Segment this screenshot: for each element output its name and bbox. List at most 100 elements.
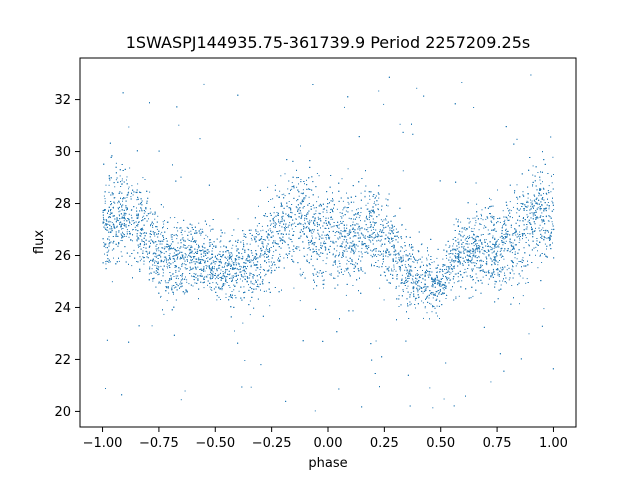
data-point — [237, 218, 239, 220]
data-point — [465, 229, 467, 231]
data-point — [512, 265, 513, 267]
data-point — [499, 221, 501, 223]
data-point — [516, 207, 518, 209]
data-point — [142, 232, 144, 234]
data-point — [376, 256, 378, 257]
data-point — [530, 205, 532, 207]
data-point — [449, 256, 451, 258]
data-point — [233, 275, 235, 277]
data-point — [525, 237, 527, 239]
data-point — [393, 216, 395, 217]
data-point — [400, 267, 401, 269]
data-point — [377, 254, 379, 256]
data-point — [534, 195, 536, 197]
data-point — [208, 267, 210, 269]
data-point — [549, 245, 551, 247]
data-point — [478, 229, 480, 231]
data-point — [418, 274, 420, 276]
data-point — [224, 265, 225, 267]
data-point — [177, 278, 179, 280]
data-point — [220, 269, 222, 271]
data-point — [380, 219, 382, 221]
data-point — [345, 210, 347, 212]
data-point — [357, 208, 359, 210]
data-point — [356, 232, 358, 234]
data-point — [469, 249, 471, 251]
data-point — [345, 294, 347, 296]
data-point — [478, 240, 480, 242]
data-point — [140, 235, 142, 237]
data-point — [442, 284, 444, 286]
data-point — [407, 276, 409, 278]
data-point — [395, 257, 397, 259]
data-point — [166, 263, 168, 265]
data-point — [224, 232, 226, 234]
data-point — [451, 260, 453, 262]
data-point — [497, 189, 498, 191]
data-point — [315, 248, 317, 250]
data-point — [189, 251, 191, 253]
data-point — [271, 232, 272, 234]
data-point — [511, 245, 513, 247]
data-point — [317, 196, 319, 198]
data-point — [149, 251, 151, 253]
data-point — [470, 230, 472, 232]
data-point — [361, 242, 363, 244]
data-point — [206, 249, 208, 251]
data-point — [252, 277, 254, 279]
data-point — [416, 297, 418, 299]
data-point — [325, 271, 327, 272]
data-point — [119, 175, 121, 177]
data-point — [279, 256, 281, 257]
data-point — [432, 297, 434, 299]
data-point — [256, 225, 258, 227]
data-point — [322, 237, 324, 239]
data-point — [382, 220, 384, 222]
data-point — [304, 227, 306, 229]
data-point — [220, 246, 222, 248]
data-point — [355, 248, 357, 250]
data-point — [452, 270, 454, 272]
data-point — [371, 263, 372, 265]
data-point — [304, 222, 306, 224]
data-point — [518, 242, 520, 243]
data-point — [418, 285, 420, 287]
data-point — [152, 280, 154, 282]
data-point — [345, 248, 347, 250]
data-point — [192, 236, 193, 238]
data-point — [188, 283, 190, 285]
data-point — [194, 274, 196, 276]
data-point — [404, 283, 406, 284]
data-point — [468, 218, 470, 220]
data-point — [378, 90, 380, 92]
data-point — [494, 259, 496, 261]
data-point — [472, 295, 474, 297]
data-point — [437, 315, 438, 317]
data-point — [173, 252, 175, 254]
data-point — [111, 249, 113, 251]
data-point — [138, 221, 140, 223]
data-point — [442, 258, 444, 260]
data-point — [433, 280, 435, 282]
data-point — [386, 267, 388, 269]
data-point — [496, 252, 498, 254]
data-point — [183, 239, 185, 241]
data-point — [197, 247, 199, 249]
data-point — [204, 270, 206, 272]
data-point — [408, 277, 410, 279]
data-point — [180, 279, 182, 281]
data-point — [311, 232, 313, 234]
data-point — [181, 238, 183, 240]
data-point — [290, 225, 292, 227]
data-point — [371, 236, 372, 238]
data-point — [543, 193, 544, 195]
data-point — [418, 259, 419, 261]
data-point — [315, 273, 317, 275]
data-point — [422, 292, 424, 294]
data-point — [268, 239, 270, 241]
data-point — [110, 241, 112, 243]
data-points — [102, 74, 555, 412]
data-point — [130, 196, 132, 198]
data-point — [125, 235, 127, 237]
